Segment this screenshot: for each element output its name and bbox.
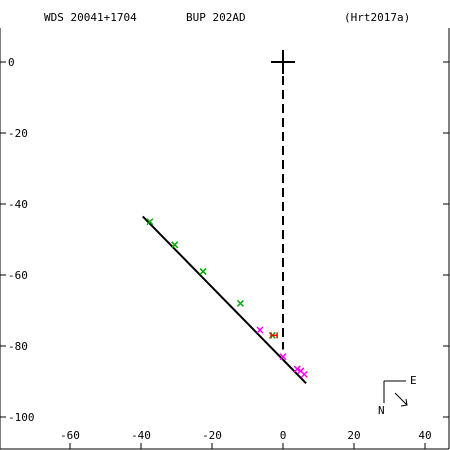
data-point [199,267,207,275]
fitted-orbit-line [142,215,307,384]
y-tick-label: -60 [8,269,28,282]
data-point [171,241,179,249]
x-tick-label: -20 [202,429,222,442]
data-point [146,218,154,226]
y-tick-label: -80 [8,340,28,353]
x-tick-label: 0 [280,429,287,442]
x-tick-label: -60 [60,429,80,442]
axis-tick-labels: -60 -40 -20 0 20 40 0 -20 -40 -60 -80 -100 [8,56,432,442]
primary-star-marker [271,50,295,74]
y-tick-label: 0 [8,56,15,69]
discoverer-label: BUP 202AD [186,11,246,24]
orientation-indicator: E N [378,374,417,417]
north-label: N [378,404,385,417]
data-point-h [270,332,278,339]
x-tick-label: 40 [418,429,431,442]
motion-arrow-line [394,392,408,406]
east-label: E [410,374,417,387]
data-point [236,299,244,307]
y-tick-label: -40 [8,198,28,211]
data-point [256,326,264,334]
data-point [300,370,308,378]
y-tick-label: -20 [8,127,28,140]
data-point [279,353,287,361]
x-tick-label: -40 [131,429,151,442]
measurement-points [146,218,308,378]
x-tick-label: 20 [347,429,360,442]
axis-ticks [0,61,449,449]
data-point [293,365,301,373]
wds-id-label: WDS 20041+1704 [44,11,137,24]
reference-label: (Hrt2017a) [344,11,410,24]
motion-arrow-head [400,398,408,407]
y-tick-label: -100 [8,411,35,424]
